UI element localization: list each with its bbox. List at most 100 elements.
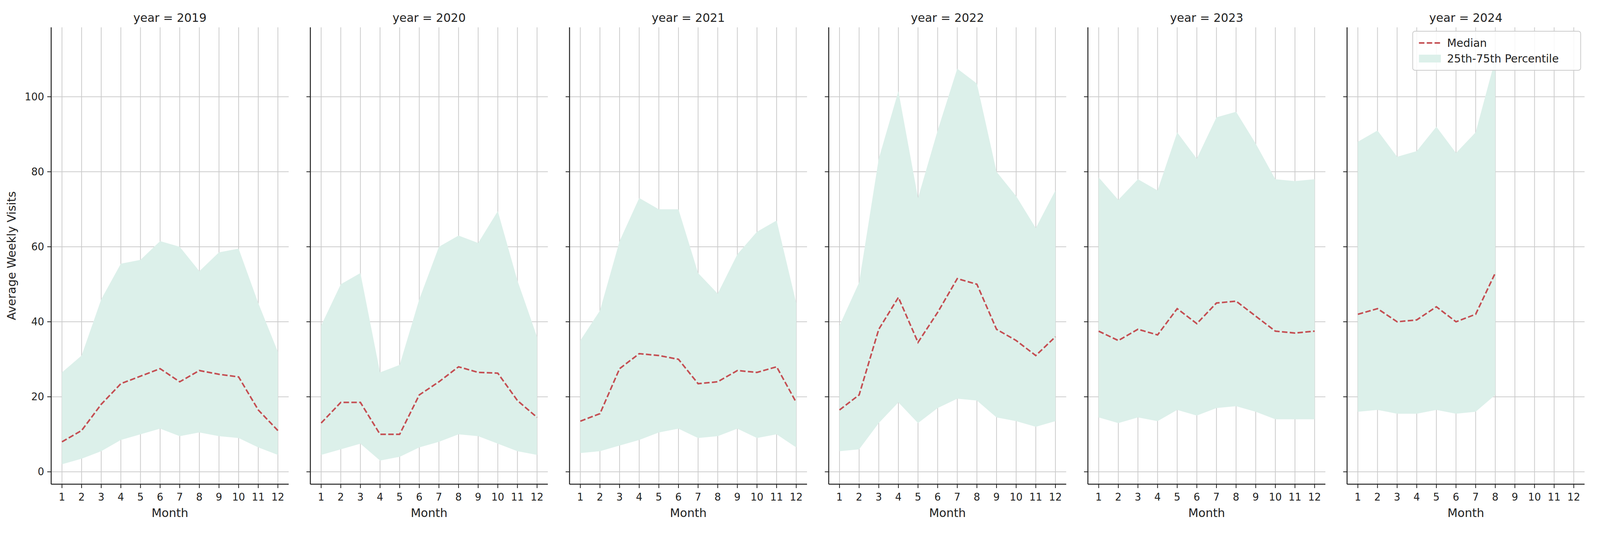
x-tick (1514, 484, 1516, 489)
x-tick (756, 484, 758, 489)
x-tick-label: 9 (1511, 491, 1519, 504)
panel: 123456789101112year = 2023Month (1083, 10, 1326, 520)
plot-area (1098, 111, 1315, 424)
x-axis (569, 483, 808, 486)
x-tick (1357, 484, 1359, 489)
x-axis-label: Month (410, 506, 448, 520)
x-axis-label: Month (1188, 506, 1225, 520)
x-tick-label: 4 (376, 491, 384, 504)
y-tick-label: 100 (24, 91, 45, 103)
y-axis (50, 27, 52, 485)
y-tick (47, 321, 52, 323)
y-tick (565, 321, 570, 323)
x-tick (1294, 484, 1296, 489)
x-tick-label: 12 (789, 491, 803, 504)
panel-title: year = 2024 (1429, 10, 1503, 25)
y-tick (1343, 246, 1348, 248)
percentile-band (1098, 111, 1315, 424)
x-tick (638, 484, 640, 489)
x-tick (1376, 484, 1378, 489)
x-tick-label: 5 (655, 491, 663, 504)
y-tick (565, 246, 570, 248)
x-tick-label: 11 (1547, 491, 1561, 504)
x-tick-label: 2 (337, 491, 345, 504)
plot-area (839, 68, 1056, 452)
y-tick-label: 0 (37, 466, 45, 478)
x-tick-label: 5 (137, 491, 144, 504)
x-tick-label: 2 (78, 491, 86, 504)
x-tick (517, 484, 518, 489)
plot-area (580, 198, 797, 454)
x-tick (536, 484, 538, 489)
grid-line (51, 171, 289, 173)
x-tick (1533, 484, 1535, 489)
median-line (1098, 301, 1315, 341)
x-tick (81, 484, 83, 489)
y-axis (569, 27, 571, 485)
figure: 020406080100123456789101112year = 2019Mo… (0, 0, 1600, 533)
percentile-band (580, 198, 797, 454)
x-tick-label: 12 (530, 491, 544, 504)
grid-line (1087, 96, 1326, 98)
x-tick (320, 484, 322, 489)
percentile-band (62, 241, 279, 465)
panel-title: year = 2019 (133, 10, 207, 25)
x-tick (198, 484, 200, 489)
x-axis (1347, 483, 1585, 486)
y-tick (825, 246, 829, 248)
x-tick-label: 9 (475, 491, 482, 504)
grid-line (1553, 27, 1555, 485)
grid-line (1573, 27, 1575, 485)
y-tick (565, 96, 570, 98)
y-tick (1343, 171, 1348, 173)
grid-line (1347, 471, 1585, 473)
panel: 123456789101112year = 2024MonthMedian25t… (1343, 10, 1585, 520)
x-tick (159, 484, 161, 489)
x-tick (61, 484, 63, 489)
x-tick (1157, 484, 1158, 489)
x-tick (957, 484, 958, 489)
y-tick (1083, 471, 1088, 473)
x-tick (1255, 484, 1257, 489)
panel-title: year = 2022 (910, 10, 985, 25)
x-axis-label: Month (928, 506, 966, 520)
legend-box (1412, 31, 1581, 71)
y-tick (306, 96, 311, 98)
percentile-band (321, 211, 538, 461)
x-tick-label: 9 (733, 491, 741, 504)
x-tick (619, 484, 620, 489)
x-tick-label: 6 (157, 491, 164, 504)
grid-line (1087, 471, 1326, 473)
y-tick (47, 471, 52, 473)
y-tick (306, 171, 311, 173)
plot-area (1357, 59, 1496, 415)
y-tick (1083, 396, 1088, 398)
y-tick (47, 396, 52, 398)
x-axis (828, 483, 1067, 486)
x-tick-label: 3 (875, 491, 883, 504)
x-tick (580, 484, 581, 489)
panel-title: year = 2023 (1169, 10, 1244, 25)
x-tick (238, 484, 240, 489)
x-tick-label: 11 (1288, 491, 1302, 504)
x-tick-label: 7 (176, 491, 184, 504)
y-tick (1083, 246, 1088, 248)
x-tick-label: 8 (714, 491, 722, 504)
y-tick (47, 96, 52, 98)
y-tick (306, 396, 311, 398)
panel: 123456789101112year = 2022Month (825, 10, 1067, 520)
x-tick (340, 484, 342, 489)
grid-line (569, 471, 808, 473)
x-tick (418, 484, 420, 489)
x-tick (1035, 484, 1037, 489)
grid-line (310, 96, 549, 98)
x-tick-label: 5 (396, 491, 404, 504)
y-tick (825, 171, 829, 173)
x-tick-label: 10 (1009, 491, 1023, 504)
x-tick-label: 1 (1095, 491, 1102, 504)
y-tick (825, 396, 829, 398)
x-tick-label: 3 (1134, 491, 1142, 504)
x-tick-label: 4 (117, 491, 125, 504)
x-tick-label: 2 (1115, 491, 1122, 504)
x-tick (1137, 484, 1139, 489)
